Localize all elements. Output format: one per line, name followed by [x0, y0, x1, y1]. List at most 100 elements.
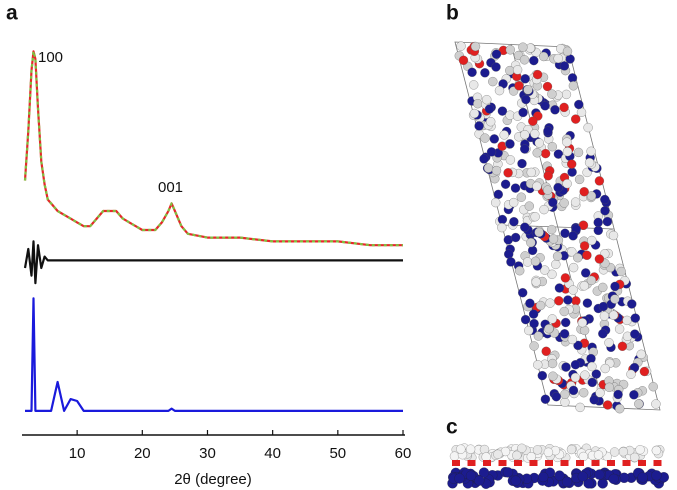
- atom: [587, 235, 597, 246]
- atom: [517, 443, 527, 453]
- atom: [626, 369, 636, 379]
- atom: [599, 311, 610, 321]
- atom: [560, 273, 571, 283]
- atom: [544, 324, 554, 334]
- atom: [551, 259, 561, 270]
- atom: [583, 478, 594, 489]
- atom: [539, 51, 549, 62]
- atom: [602, 216, 613, 227]
- atom: [635, 445, 645, 455]
- atom: [465, 444, 476, 454]
- atom: [559, 329, 570, 339]
- atom: [540, 101, 550, 111]
- atom: [478, 467, 490, 478]
- atom: [529, 341, 539, 351]
- atom: [489, 134, 499, 144]
- atom: [518, 288, 528, 298]
- atom: [534, 227, 544, 237]
- data-line: [23, 240, 403, 285]
- atom: [469, 108, 480, 119]
- atom: [553, 149, 564, 159]
- atom: [456, 41, 466, 51]
- data-line: [25, 297, 403, 412]
- atom: [570, 360, 581, 370]
- atom: [480, 133, 490, 143]
- atom: [538, 471, 549, 483]
- atom: [567, 159, 577, 169]
- atom: [522, 257, 533, 267]
- atom: [494, 85, 505, 96]
- atom: [653, 460, 662, 466]
- x-tick-label: 10: [69, 445, 86, 462]
- atom: [514, 460, 522, 466]
- atom: [579, 281, 589, 291]
- atom: [561, 476, 573, 487]
- atom: [571, 114, 581, 124]
- atom: [540, 148, 551, 159]
- x-tick-label: 20: [134, 445, 151, 462]
- atom: [497, 214, 508, 225]
- atom: [474, 121, 484, 131]
- atom: [567, 247, 577, 257]
- x-tick-label: 60: [395, 445, 412, 462]
- atom: [486, 117, 496, 127]
- x-tick-label: 50: [329, 445, 346, 462]
- atom: [458, 55, 469, 65]
- atom: [648, 382, 658, 392]
- atom: [578, 220, 589, 230]
- atom: [505, 45, 515, 55]
- atom: [579, 388, 589, 398]
- atom: [610, 281, 620, 292]
- atom: [568, 231, 578, 241]
- panel-label: c: [446, 416, 458, 439]
- atom: [600, 206, 610, 216]
- atom: [500, 179, 511, 189]
- atom: [613, 389, 623, 400]
- atom: [576, 460, 584, 466]
- atom: [617, 341, 628, 351]
- atom: [554, 470, 565, 481]
- atom: [571, 296, 581, 306]
- atom: [560, 397, 570, 407]
- atom: [539, 204, 549, 215]
- atom: [608, 230, 619, 241]
- atom: [545, 298, 555, 308]
- atom: [595, 388, 605, 398]
- atom: [526, 452, 536, 462]
- atom: [614, 324, 625, 334]
- atom: [483, 163, 494, 173]
- atom: [598, 329, 608, 339]
- atom: [600, 194, 610, 205]
- atom: [587, 377, 597, 388]
- atom: [579, 187, 589, 197]
- atom: [616, 266, 626, 277]
- atom: [604, 382, 614, 392]
- atom: [562, 179, 572, 189]
- atom: [559, 61, 570, 71]
- atom: [591, 369, 601, 379]
- atom: [517, 158, 527, 169]
- atom: [469, 80, 479, 90]
- atom: [561, 317, 571, 328]
- atom: [515, 266, 525, 276]
- atom: [630, 329, 640, 339]
- atom: [547, 142, 557, 152]
- atom: [452, 460, 460, 466]
- atom: [639, 366, 650, 377]
- x-tick-label: 30: [199, 445, 216, 462]
- atom: [593, 217, 603, 228]
- atom: [562, 137, 572, 147]
- atom: [577, 471, 588, 482]
- atom: [559, 306, 569, 317]
- atom: [582, 250, 592, 260]
- atom: [491, 197, 501, 208]
- atom: [512, 65, 523, 75]
- atom: [598, 282, 608, 293]
- atom: [511, 232, 521, 243]
- atom: [589, 395, 599, 405]
- atom: [491, 49, 502, 59]
- atom: [593, 450, 604, 460]
- atom: [547, 358, 558, 369]
- atom: [529, 55, 539, 66]
